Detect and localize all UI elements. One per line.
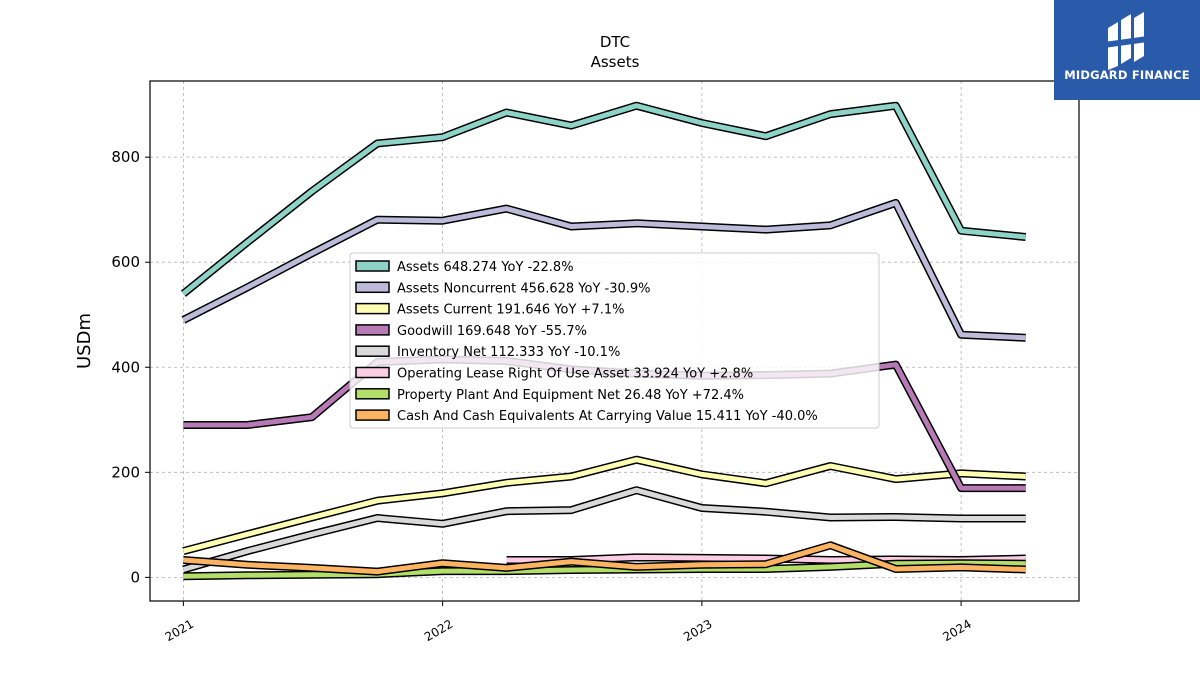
legend-swatch: [355, 324, 390, 336]
legend-entry: Goodwill 169.648 YoY -55.7%: [355, 324, 587, 339]
legend-label: Assets 648.274 YoY -22.8%: [397, 260, 574, 275]
y-tick-label: 400: [111, 358, 140, 376]
legend-entry: Operating Lease Right Of Use Asset 33.92…: [355, 366, 753, 382]
x-tick-label: 2023: [681, 617, 714, 644]
x-tick-label: 2021: [163, 617, 196, 644]
legend-label: Assets Noncurrent 456.628 YoY -30.9%: [397, 281, 651, 296]
x-tick-label: 2024: [940, 617, 973, 644]
legend-swatch: [355, 409, 390, 421]
series-line-stroke: [182, 200, 1026, 341]
legend-label: Inventory Net 112.333 YoY -10.1%: [397, 345, 620, 360]
legend-swatch: [355, 388, 390, 400]
legend-box: [349, 252, 880, 429]
series-line-stroke: [181, 103, 1026, 296]
legend-swatch: [355, 366, 390, 379]
x-tick-label: 2022: [422, 617, 455, 644]
series-line: [180, 101, 1027, 297]
y-tick-label: 0: [130, 568, 140, 586]
legend-label: Property Plant And Equipment Net 26.48 Y…: [397, 388, 744, 403]
chart-title: DTC: [600, 33, 630, 51]
series-line: [182, 486, 1026, 574]
legend-swatch: [355, 302, 390, 315]
series-line-stroke: [182, 457, 1026, 554]
legend-entry: Assets Current 191.646 YoY +7.1%: [355, 302, 624, 318]
legend-swatch: [355, 260, 390, 272]
y-tick-label: 600: [111, 253, 140, 271]
legend-entry: Property Plant And Equipment Net 26.48 Y…: [355, 388, 744, 403]
brand-logo: MIDGARD FINANCE: [1054, 0, 1200, 100]
brand-name: MIDGARD FINANCE: [1064, 68, 1190, 82]
chart-subtitle: Assets: [591, 53, 640, 71]
y-tick-label: 200: [111, 463, 140, 481]
series-line: [182, 455, 1026, 555]
legend-swatch: [355, 281, 390, 294]
legend-entry: Inventory Net 112.333 YoY -10.1%: [355, 345, 620, 360]
legend-label: Cash And Cash Equivalents At Carrying Va…: [397, 409, 818, 424]
legend-entry: Cash And Cash Equivalents At Carrying Va…: [355, 409, 818, 424]
series-line: [181, 198, 1026, 342]
series-line: [183, 541, 1026, 576]
legend-label: Operating Lease Right Of Use Asset 33.92…: [397, 367, 753, 382]
legend-entry: Assets 648.274 YoY -22.8%: [355, 260, 574, 275]
legend: Assets 648.274 YoY -22.8% Assets Noncurre…: [349, 252, 880, 429]
series-line-stroke: [182, 487, 1026, 572]
plot-frame: [149, 80, 1080, 602]
legend-entry: Assets Noncurrent 456.628 YoY -30.9%: [355, 281, 651, 296]
series-line-stroke: [183, 542, 1026, 575]
legend-label: Assets Current 191.646 YoY +7.1%: [397, 303, 624, 318]
y-axis-label: USDm: [74, 313, 95, 369]
legend-swatch: [355, 345, 390, 357]
legend-label: Goodwill 169.648 YoY -55.7%: [397, 324, 587, 339]
midgard-logo-icon: [1104, 12, 1148, 70]
y-tick-label: 800: [111, 148, 140, 166]
